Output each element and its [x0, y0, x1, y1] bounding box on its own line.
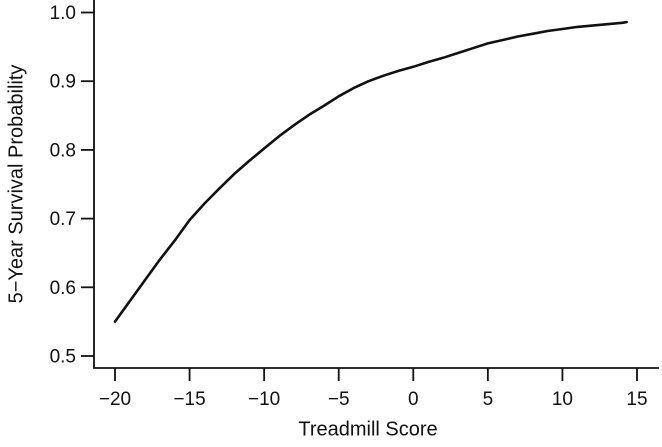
- x-tick-label: 0: [408, 389, 419, 410]
- x-tick-label: −5: [328, 389, 350, 410]
- x-tick-label: 5: [483, 389, 494, 410]
- x-tick-label: −10: [248, 389, 280, 410]
- y-tick-label: 0.9: [50, 72, 76, 93]
- survival-curve-line: [113, 20, 628, 323]
- x-tick-label: 10: [552, 389, 573, 410]
- y-tick-label: 0.5: [50, 347, 76, 368]
- y-axis-title: 5−Year Survival Probability: [5, 64, 28, 304]
- y-tick-label: 1.0: [50, 3, 76, 24]
- x-tick-label: 15: [626, 389, 647, 410]
- axis-spines: [93, 0, 659, 369]
- y-tick-label: 0.6: [50, 278, 76, 299]
- x-axis-title: Treadmill Score: [298, 418, 438, 441]
- y-tick-label: 0.8: [50, 140, 76, 161]
- y-tick-label: 0.7: [50, 209, 76, 230]
- x-tick-label: −20: [99, 389, 131, 410]
- x-tick-label: −15: [173, 389, 205, 410]
